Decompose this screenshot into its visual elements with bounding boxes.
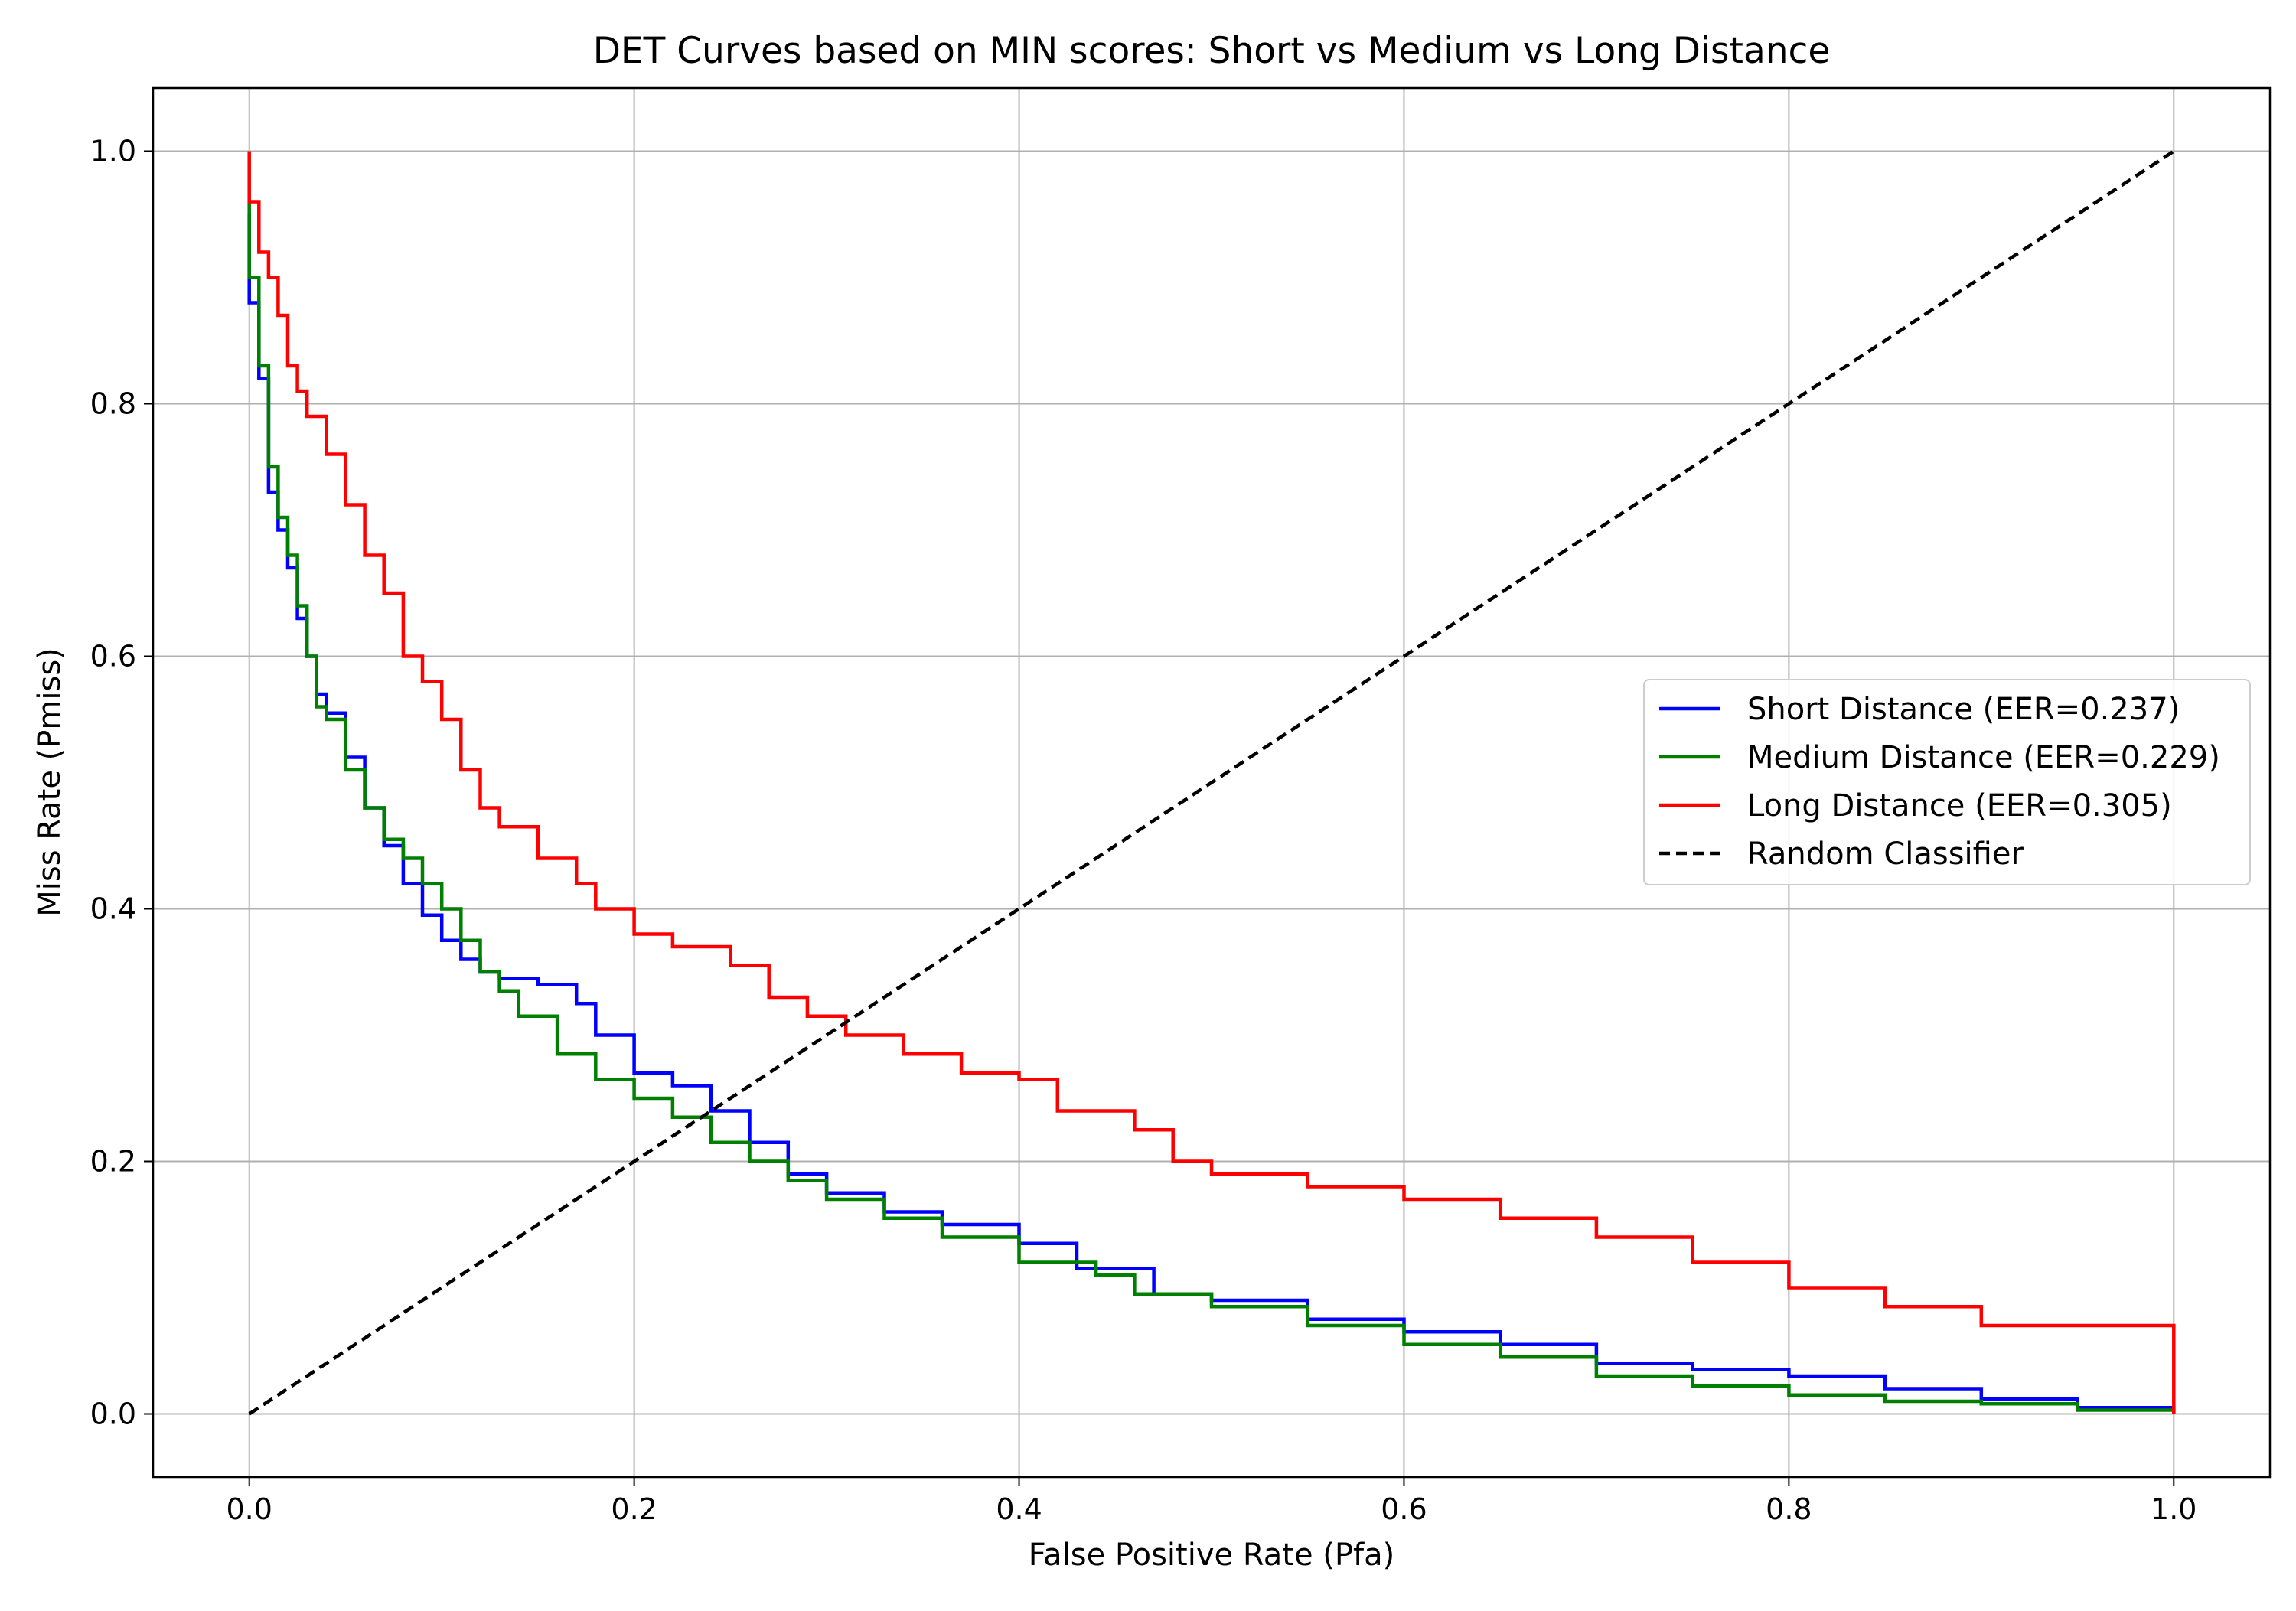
series-line-1 bbox=[247, 201, 2176, 1414]
y-axis-label: Miss Rate (Pmiss) bbox=[32, 647, 67, 917]
legend-entry-label: Medium Distance (EER=0.229) bbox=[1747, 740, 2220, 775]
axis-ticks: 0.0 0.2 0.4 0.6 0.8 1.0 0.0 0.2 0.4 0.6 0.8 1.0 bbox=[90, 135, 2197, 1527]
x-tick-label: 1.0 bbox=[2151, 1492, 2197, 1526]
x-tick-label: 0.4 bbox=[996, 1492, 1042, 1526]
legend-entry-label: Long Distance (EER=0.305) bbox=[1747, 788, 2172, 823]
x-axis-label: False Positive Rate (Pfa) bbox=[1029, 1538, 1394, 1573]
grid-lines bbox=[153, 88, 2270, 1477]
y-tick-label: 0.2 bbox=[90, 1145, 136, 1179]
chart-title: DET Curves based on MIN scores: Short vs… bbox=[593, 30, 1831, 72]
y-tick-label: 1.0 bbox=[90, 135, 136, 168]
series-line-3 bbox=[248, 149, 2175, 1416]
x-tick-label: 0.6 bbox=[1381, 1492, 1427, 1526]
x-tick-label: 0.2 bbox=[611, 1492, 657, 1526]
x-tick-label: 0.0 bbox=[227, 1492, 272, 1526]
series-line-2 bbox=[247, 151, 2176, 1414]
y-tick-label: 0.0 bbox=[90, 1397, 136, 1431]
y-tick-label: 0.6 bbox=[90, 640, 136, 673]
plot-frame bbox=[152, 86, 2272, 1479]
y-tick-label: 0.4 bbox=[90, 892, 136, 926]
legend-entry-label: Short Distance (EER=0.237) bbox=[1747, 692, 2180, 727]
x-tick-label: 0.8 bbox=[1766, 1492, 1812, 1526]
legend: Short Distance (EER=0.237) Medium Distanc… bbox=[1643, 679, 2251, 885]
legend-entry-label: Random Classifier bbox=[1747, 836, 2024, 872]
legend-box bbox=[1643, 679, 2251, 885]
series-layer bbox=[247, 149, 2176, 1416]
y-tick-label: 0.8 bbox=[90, 387, 136, 421]
